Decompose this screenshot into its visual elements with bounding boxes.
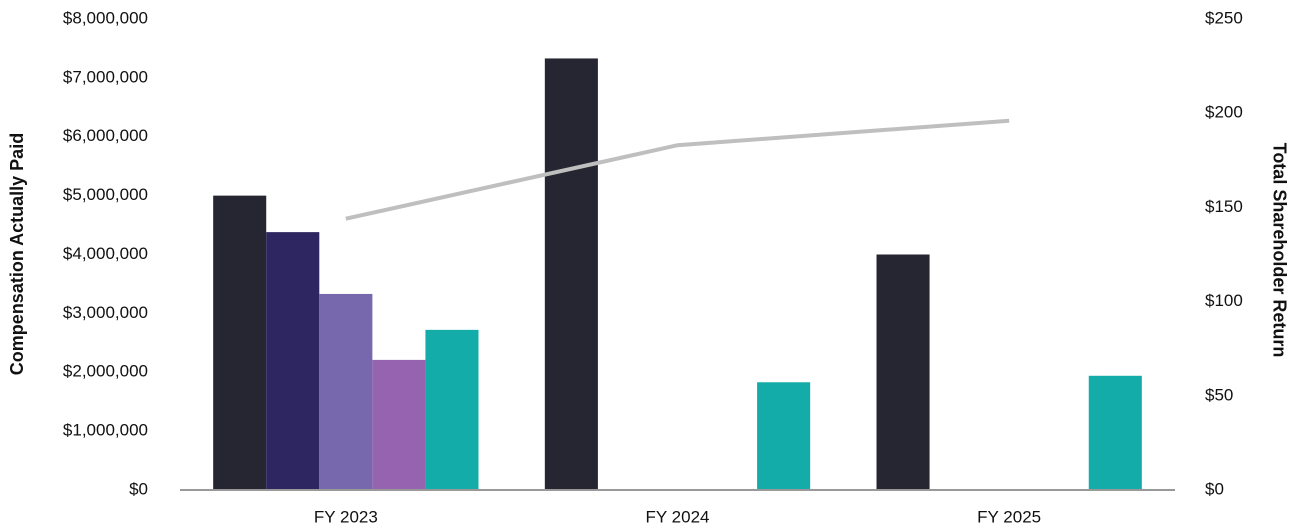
bar <box>372 359 426 490</box>
y2-tick-label: $150 <box>1205 197 1243 216</box>
y2-tick-label: $0 <box>1205 479 1224 498</box>
y-tick-label: $8,000,000 <box>63 8 148 27</box>
bar <box>425 329 479 490</box>
y-tick-label: $4,000,000 <box>63 244 148 263</box>
y-tick-label: $1,000,000 <box>63 421 148 440</box>
y-tick-label: $0 <box>129 479 148 498</box>
x-tick-label: FY 2024 <box>646 507 710 526</box>
x-tick-label: FY 2023 <box>314 507 378 526</box>
bar <box>213 195 267 490</box>
bar <box>319 293 373 490</box>
bar <box>544 58 598 490</box>
y-tick-label: $6,000,000 <box>63 126 148 145</box>
y-tick-label: $2,000,000 <box>63 362 148 381</box>
y2-tick-label: $100 <box>1205 291 1243 310</box>
bar <box>1088 375 1142 490</box>
bar <box>757 382 811 490</box>
y-tick-label: $5,000,000 <box>63 185 148 204</box>
line <box>345 118 1010 221</box>
y2-tick-label: $250 <box>1205 8 1243 27</box>
y-tick-label: $7,000,000 <box>63 67 148 86</box>
bar <box>876 254 930 490</box>
y2-tick-label: $200 <box>1205 103 1243 122</box>
y2-axis-title: Total Shareholder Return <box>1269 143 1289 358</box>
x-tick-label: FY 2025 <box>977 507 1041 526</box>
y-tick-label: $3,000,000 <box>63 303 148 322</box>
y2-tick-label: $50 <box>1205 385 1233 404</box>
bar <box>266 232 320 490</box>
y-axis-title: Compensation Actually Paid <box>7 133 27 375</box>
